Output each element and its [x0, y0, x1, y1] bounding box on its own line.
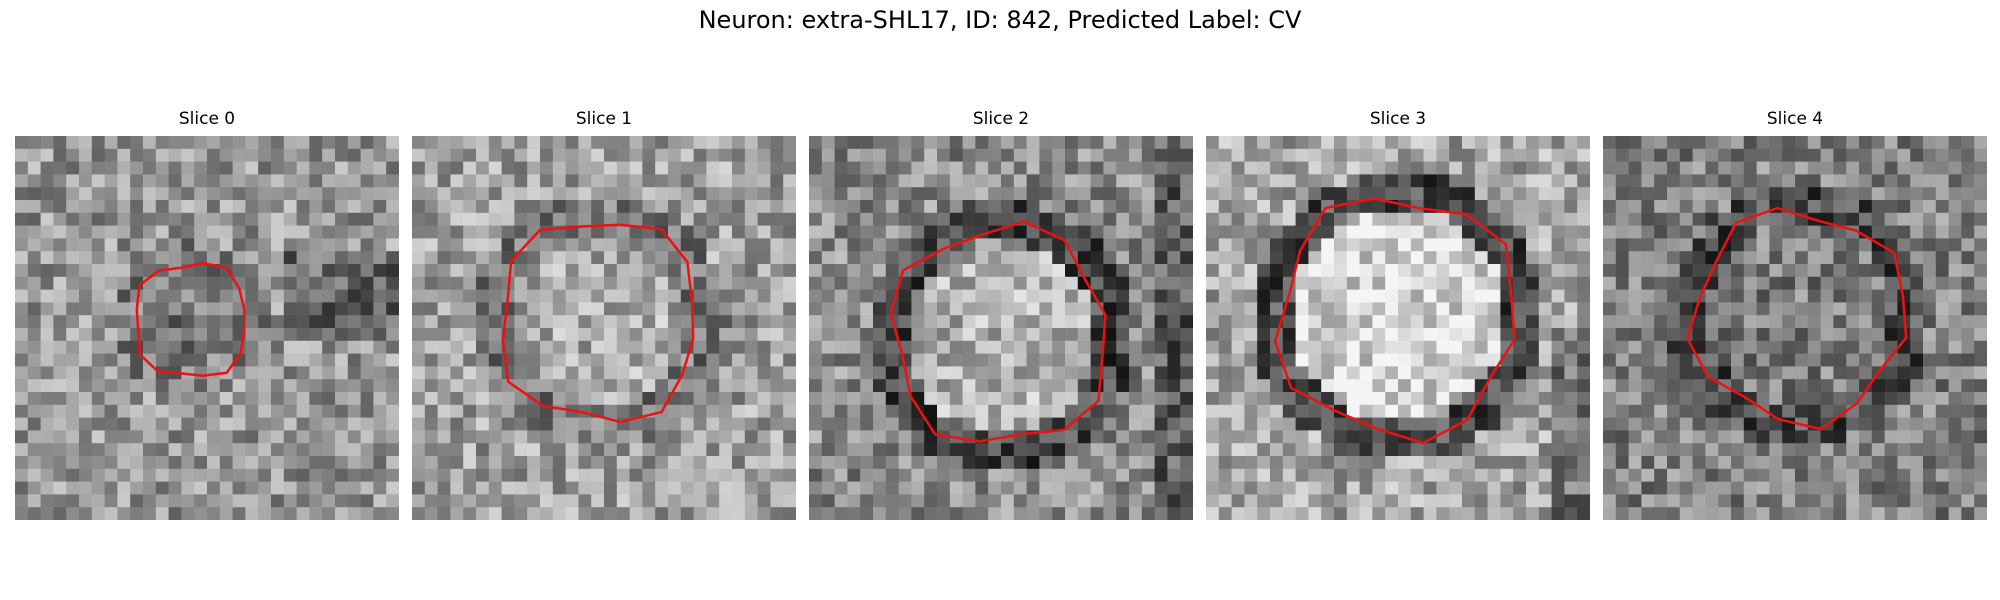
slice-panel-0: Slice 0 — [15, 108, 399, 520]
slice-panel-3: Slice 3 — [1206, 108, 1590, 520]
slice-panel-2: Slice 2 — [809, 108, 1193, 520]
slice-image — [15, 136, 399, 520]
slice-title: Slice 3 — [1369, 109, 1427, 129]
slice-title: Slice 4 — [1766, 109, 1824, 129]
slice-image — [1603, 136, 1987, 520]
slice-panel-1: Slice 1 — [412, 108, 796, 520]
slice-image — [1206, 136, 1590, 520]
segmentation-contour — [889, 220, 1107, 443]
segmentation-contour — [1273, 197, 1516, 445]
slice-title: Slice 1 — [575, 109, 633, 129]
slice-panel-4: Slice 4 — [1603, 108, 1987, 520]
segmentation-contour — [1686, 206, 1908, 431]
segmentation-contour — [501, 223, 695, 424]
figure-title: Neuron: extra-SHL17, ID: 842, Predicted … — [698, 6, 1302, 34]
segmentation-contour — [135, 261, 246, 377]
slice-title: Slice 0 — [178, 109, 236, 129]
slice-title: Slice 2 — [972, 109, 1030, 129]
slice-image — [412, 136, 796, 520]
slice-image — [809, 136, 1193, 520]
